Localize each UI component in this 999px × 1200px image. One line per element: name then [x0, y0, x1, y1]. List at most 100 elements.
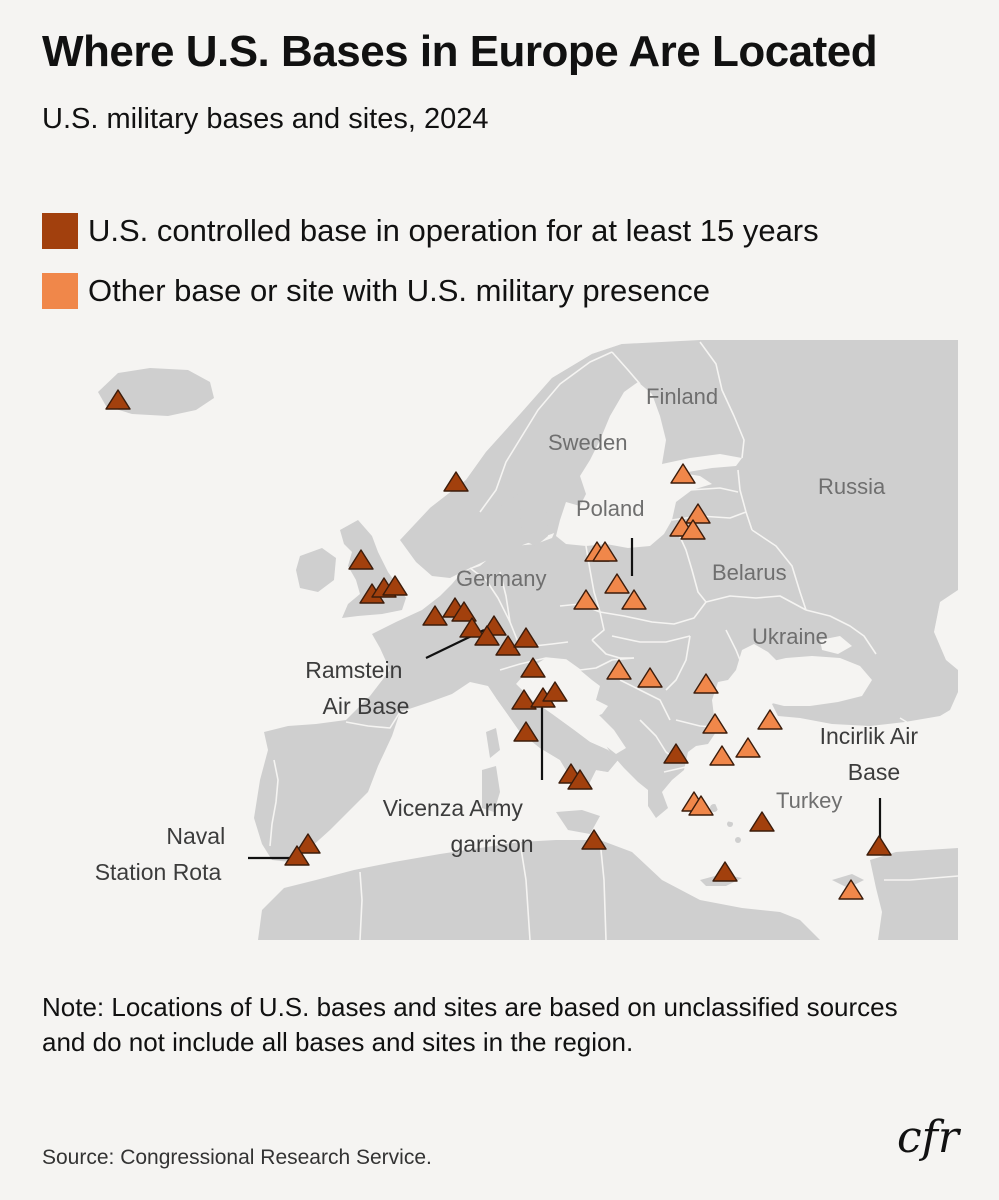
callout-vicenza-line-1: Vicenza Army	[383, 795, 524, 821]
long-standing-base-marker	[474, 625, 500, 646]
long-standing-base-marker	[513, 627, 539, 648]
border-benelux	[469, 567, 511, 623]
border-turkey-east	[899, 717, 959, 741]
border-estonia-latvia	[689, 487, 739, 493]
legend: U.S. controlled base in operation for at…	[42, 208, 819, 328]
border-spain-portugal	[269, 759, 279, 847]
long-standing-base-marker	[105, 389, 131, 410]
chart-title: Where U.S. Bases in Europe Are Located	[42, 27, 878, 76]
callout-labels: Ramstein Air Base Vicenza Army garrison …	[95, 657, 925, 885]
callout-rota-line-1: Naval	[166, 823, 225, 849]
other-site-markers	[573, 463, 864, 900]
callout-ramstein-line-1: Ramstein	[305, 657, 402, 683]
long-standing-base-marker	[663, 743, 689, 764]
water-sea-of-azov	[820, 636, 852, 654]
border-austria-hungary	[591, 639, 634, 659]
border-balkans-1	[619, 679, 671, 721]
long-standing-base-marker	[348, 549, 374, 570]
land-sicily	[556, 810, 600, 834]
long-standing-base-marker	[451, 601, 477, 622]
long-standing-base-markers	[105, 389, 892, 882]
border-sweden-finland	[611, 351, 641, 385]
border-north-africa-1	[359, 871, 363, 940]
other-site-marker	[680, 519, 706, 540]
country-label-sweden: Sweden	[548, 430, 628, 455]
water-black-sea	[740, 656, 872, 706]
country-labels: Finland Sweden Russia Poland Germany Bel…	[456, 384, 886, 813]
source-line: Source: Congressional Research Service.	[42, 1146, 432, 1169]
callout-ramstein-line-2: Air Base	[323, 693, 410, 719]
other-site-marker	[573, 589, 599, 610]
water-bodies	[550, 382, 958, 824]
legend-label-long-standing-base: U.S. controlled base in operation for at…	[88, 213, 819, 248]
border-germany-france-west	[499, 571, 519, 643]
callout-incirlik-line-2: Base	[848, 759, 900, 785]
callout-incirlik: Incirlik Air Base	[820, 723, 925, 785]
other-site-marker	[838, 879, 864, 900]
country-label-russia: Russia	[818, 474, 886, 499]
border-finland-russia	[699, 341, 745, 459]
land-corsica	[486, 728, 500, 758]
other-site-marker	[670, 463, 696, 484]
country-label-poland: Poland	[576, 496, 645, 521]
country-label-belarus: Belarus	[712, 560, 787, 585]
long-standing-base-marker	[866, 835, 892, 856]
long-standing-base-marker	[712, 861, 738, 882]
land-ireland	[296, 548, 336, 592]
other-site-marker	[709, 745, 735, 766]
europe-map: Finland Sweden Russia Poland Germany Bel…	[95, 340, 959, 940]
country-label-finland: Finland	[646, 384, 718, 409]
border-norway-sweden	[479, 351, 613, 513]
border-romania-moldova	[725, 629, 745, 671]
other-site-marker	[693, 673, 719, 694]
border-alps	[499, 657, 635, 671]
country-label-turkey: Turkey	[776, 788, 842, 813]
long-standing-base-marker	[284, 845, 310, 866]
border-poland-belarus	[675, 527, 707, 603]
land-levant	[870, 848, 958, 940]
water-adriatic-sea	[550, 688, 626, 754]
long-standing-base-marker	[567, 769, 593, 790]
land-island-4	[735, 837, 741, 843]
other-site-marker	[604, 573, 630, 594]
other-site-marker	[592, 541, 618, 562]
cfr-logo: cfr	[897, 1112, 959, 1163]
legend-swatch-light-orange	[42, 273, 78, 309]
border-belarus-russia	[751, 529, 807, 611]
border-north-africa-3	[599, 839, 607, 940]
long-standing-base-marker	[443, 471, 469, 492]
other-site-marker	[637, 667, 663, 688]
legend-item-other-site: Other base or site with U.S. military pr…	[42, 268, 819, 314]
long-standing-base-marker	[511, 689, 537, 710]
land-cyprus	[832, 874, 864, 888]
land-scandinavia	[430, 344, 640, 518]
border-poland-czechia	[599, 601, 707, 625]
other-site-marker	[606, 659, 632, 680]
callout-vicenza-line-2: garrison	[450, 831, 533, 857]
water-baltic-sea	[556, 382, 712, 548]
land-north-africa	[258, 840, 820, 940]
long-standing-base-marker	[295, 833, 321, 854]
border-slovakia-hungary	[611, 635, 691, 643]
long-standing-base-marker	[520, 657, 546, 678]
other-site-marker	[621, 589, 647, 610]
other-site-marker	[757, 709, 783, 730]
country-label-ukraine: Ukraine	[752, 624, 828, 649]
long-standing-base-marker	[581, 829, 607, 850]
callout-incirlik-line-1: Incirlik Air	[820, 723, 919, 749]
callout-rota: Naval Station Rota	[95, 823, 232, 885]
land-denmark	[520, 496, 548, 546]
long-standing-base-marker	[382, 575, 408, 596]
chart-subtitle: U.S. military bases and sites, 2024	[42, 103, 489, 135]
border-hungary-romania	[665, 635, 691, 691]
site-markers	[105, 389, 892, 900]
border-germany-czechia-austria	[559, 603, 605, 641]
border-ukraine-russia	[805, 609, 877, 655]
other-site-marker	[702, 713, 728, 734]
callout-vicenza: Vicenza Army garrison	[383, 795, 534, 857]
other-site-marker	[688, 795, 714, 816]
other-site-marker	[735, 737, 761, 758]
country-label-germany: Germany	[456, 566, 546, 591]
footnote: Note: Locations of U.S. bases and sites …	[42, 992, 898, 1057]
other-site-marker	[685, 503, 711, 524]
